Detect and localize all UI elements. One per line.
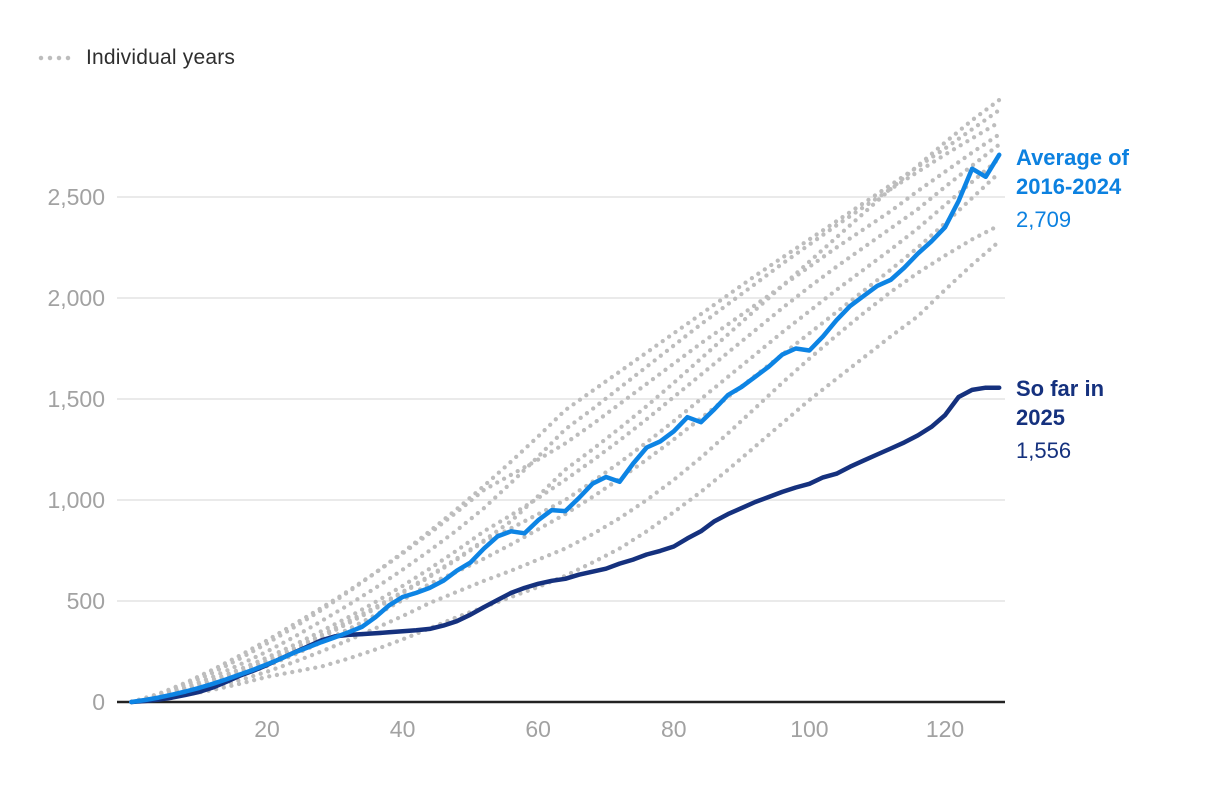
x-tick-label-40: 40 [390, 716, 416, 742]
average-label: Average of 2016-2024 [1016, 143, 1216, 201]
x-tick-label-100: 100 [790, 716, 828, 742]
individual-year-line-6 [129, 170, 1002, 705]
y-tick-label-2500: 2,500 [47, 184, 105, 210]
average-label-line2: 2016-2024 [1016, 174, 1122, 199]
individual-year-line-2 [129, 120, 1002, 705]
legend-label: Individual years [86, 46, 236, 69]
current-year-label-line1: So far in [1016, 376, 1105, 401]
current-year-value: 1,556 [1016, 438, 1072, 463]
x-tick-label-80: 80 [661, 716, 687, 742]
average-label-line1: Average of [1016, 145, 1129, 170]
x-tick-label-60: 60 [525, 716, 551, 742]
x-tick-label-120: 120 [926, 716, 964, 742]
average-value: 2,709 [1016, 207, 1072, 232]
individual-year-line-8 [129, 239, 1002, 705]
individual-years-swatch-icon [38, 55, 76, 61]
average-line [129, 152, 1002, 705]
average-annotation: Average of 2016-2024 2,709 [1016, 143, 1216, 234]
individual-year-line-1 [129, 97, 1002, 705]
y-tick-label-500: 500 [67, 588, 105, 614]
legend: Individual years [38, 46, 235, 70]
individual-year-line-0 [129, 107, 1002, 705]
current-year-label: So far in 2025 [1016, 374, 1216, 432]
y-tick-label-1500: 1,500 [47, 386, 105, 412]
current-year-annotation: So far in 2025 1,556 [1016, 374, 1216, 465]
individual-year-line-5 [129, 156, 1002, 705]
x-tick-label-20: 20 [254, 716, 280, 742]
individual-year-line-3 [129, 132, 1002, 705]
y-tick-label-1000: 1,000 [47, 487, 105, 513]
current-year-label-line2: 2025 [1016, 405, 1065, 430]
individual-year-line-7 [129, 223, 1002, 705]
y-tick-label-0: 0 [92, 689, 105, 715]
individual-year-line-4 [129, 142, 1002, 705]
y-tick-label-2000: 2,000 [47, 285, 105, 311]
